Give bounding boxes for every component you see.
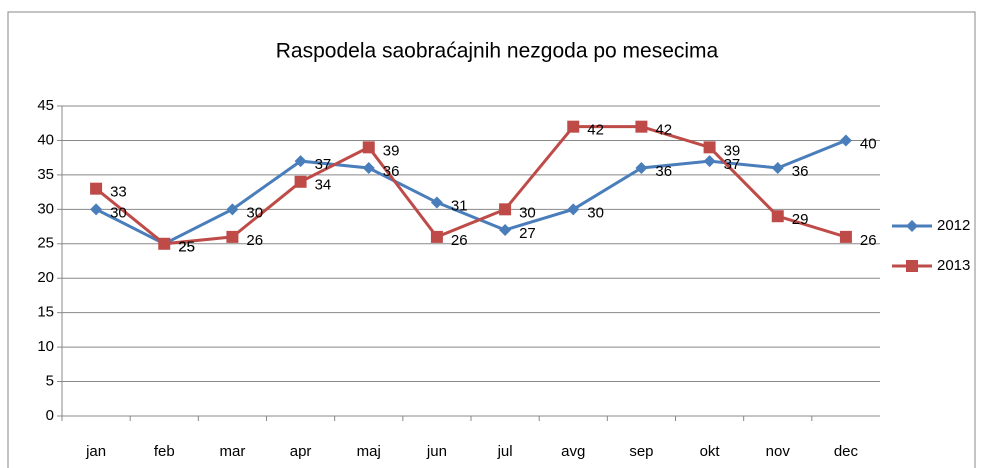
y-tick-label: 0 <box>46 407 54 424</box>
y-tick-label: 10 <box>37 338 54 355</box>
data-label: 37 <box>315 156 332 173</box>
marker <box>158 237 171 250</box>
marker <box>499 224 512 236</box>
legend-label: 2012 <box>937 217 970 234</box>
data-label: 31 <box>451 197 468 214</box>
x-tick-label: mar <box>219 443 245 460</box>
marker <box>906 220 918 232</box>
chart-title: Raspodela saobraćajnih nezgoda po meseci… <box>276 40 719 63</box>
data-label: 40 <box>860 135 877 152</box>
legend-label: 2013 <box>937 257 970 274</box>
marker <box>635 120 648 133</box>
data-label: 42 <box>655 122 672 139</box>
marker <box>499 203 512 216</box>
data-label: 25 <box>178 239 195 256</box>
marker <box>226 230 239 243</box>
x-tick-label: jan <box>85 443 106 460</box>
data-label: 39 <box>724 142 741 159</box>
chart-frame <box>7 11 976 468</box>
marker <box>567 203 580 216</box>
y-tick-label: 40 <box>37 131 54 148</box>
data-label: 36 <box>792 163 809 180</box>
marker <box>90 182 103 195</box>
marker <box>430 230 443 243</box>
data-label: 36 <box>655 163 672 180</box>
x-tick-label: nov <box>766 443 791 460</box>
marker <box>906 260 918 272</box>
y-tick-label: 45 <box>37 97 54 114</box>
data-label: 29 <box>792 211 809 228</box>
y-tick-label: 5 <box>46 373 54 390</box>
data-label: 26 <box>860 232 877 249</box>
data-label: 26 <box>246 232 263 249</box>
marker <box>839 230 852 243</box>
x-tick-label: jul <box>497 443 513 460</box>
data-label: 33 <box>110 184 127 201</box>
x-tick-label: apr <box>290 443 312 460</box>
marker <box>771 210 784 223</box>
data-label: 42 <box>587 122 604 139</box>
data-label: 34 <box>315 177 332 194</box>
x-tick-label: sep <box>629 443 653 460</box>
data-label: 30 <box>587 204 604 221</box>
data-label: 37 <box>724 156 741 173</box>
x-tick-label: avg <box>561 443 585 460</box>
data-label: 27 <box>519 225 536 242</box>
marker <box>90 203 103 216</box>
x-tick-label: jun <box>426 443 447 460</box>
series-line <box>95 139 847 246</box>
y-tick-label: 15 <box>37 304 54 321</box>
data-label: 30 <box>246 204 263 221</box>
series-line <box>95 125 847 246</box>
x-tick-label: okt <box>700 443 721 460</box>
x-tick-label: dec <box>834 443 859 460</box>
x-tick-label: feb <box>154 443 175 460</box>
data-label: 25 <box>178 239 195 256</box>
y-tick-label: 35 <box>37 166 54 183</box>
marker <box>362 141 375 154</box>
data-label: 30 <box>519 204 536 221</box>
y-tick-label: 20 <box>37 269 54 286</box>
x-tick-label: maj <box>357 443 381 460</box>
data-label: 36 <box>383 163 400 180</box>
marker <box>839 134 852 147</box>
data-label: 30 <box>110 204 127 221</box>
marker <box>771 162 784 174</box>
marker <box>703 141 716 154</box>
data-label: 39 <box>383 142 400 159</box>
marker <box>430 196 443 209</box>
y-tick-label: 25 <box>37 235 54 252</box>
marker <box>703 155 716 168</box>
marker <box>567 120 580 133</box>
data-label: 26 <box>451 232 468 249</box>
marker <box>294 155 307 168</box>
marker <box>635 162 648 174</box>
marker <box>362 162 375 174</box>
marker <box>226 203 239 216</box>
marker <box>294 175 307 188</box>
y-tick-label: 30 <box>37 200 54 217</box>
